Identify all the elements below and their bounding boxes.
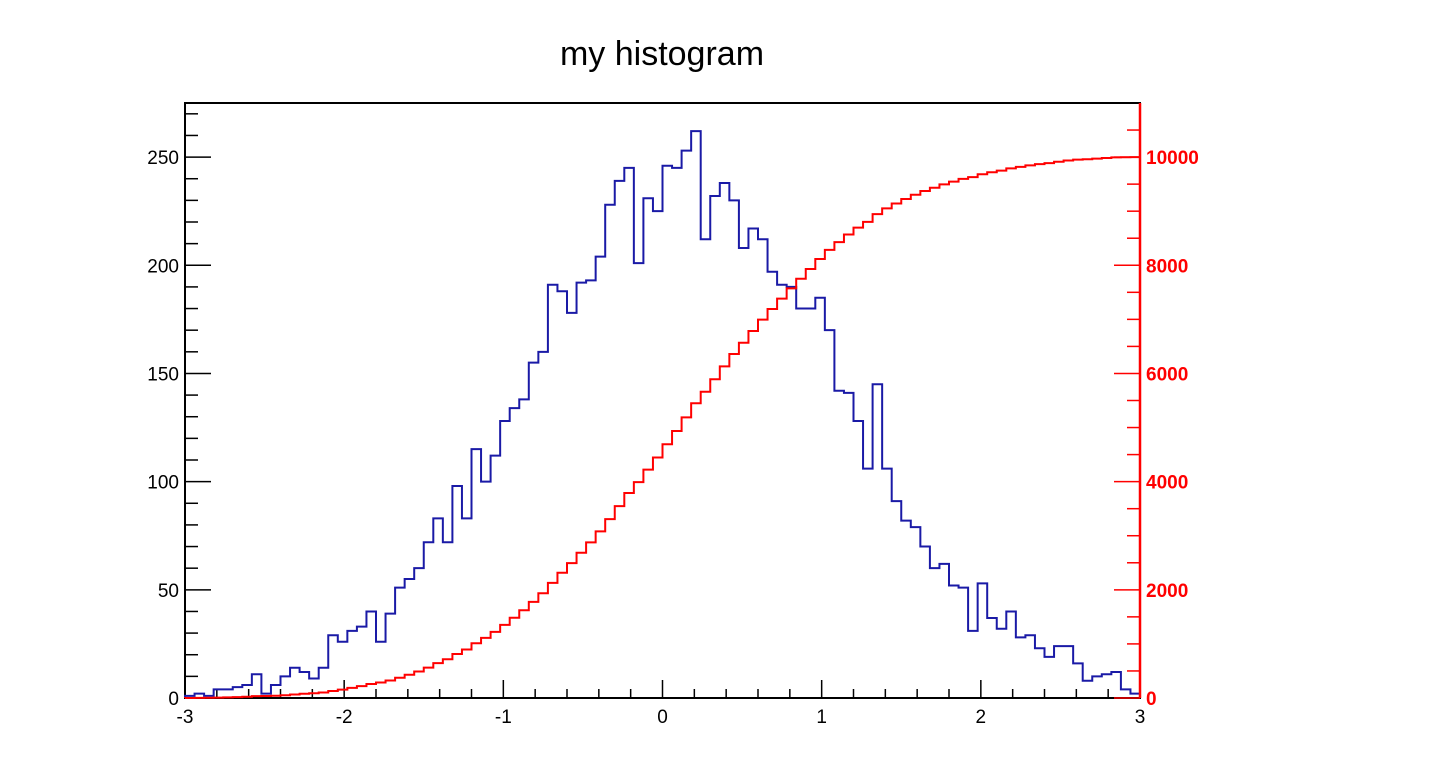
bottom-tick-label: -2	[336, 707, 353, 728]
series-group	[184, 130, 1140, 699]
right-tick-label: 0	[1146, 689, 1157, 710]
right-axis-labels: 0 2000 4000 6000 8000 10000	[1146, 148, 1199, 710]
bottom-tick-label: 1	[816, 707, 827, 728]
bottom-tick-label: 0	[657, 707, 668, 728]
bottom-tick-label: 2	[976, 707, 987, 728]
left-tick-label: 0	[168, 689, 179, 710]
bottom-tick-label: -3	[177, 707, 194, 728]
right-axis	[1114, 103, 1142, 699]
bottom-axis-ticks	[184, 680, 1141, 698]
histogram-series-line	[184, 130, 1140, 698]
left-tick-label: 250	[147, 148, 179, 169]
chart-title: my histogram	[560, 35, 764, 73]
left-axis-ticks	[185, 113, 211, 699]
right-tick-label: 2000	[1146, 581, 1188, 602]
left-axis-labels: 0 50 100 150 200 250	[147, 148, 179, 710]
right-tick-label: 6000	[1146, 364, 1188, 385]
right-tick-label: 10000	[1146, 148, 1199, 169]
cumulative-series-line	[184, 156, 1140, 699]
left-tick-label: 150	[147, 364, 179, 385]
left-tick-label: 200	[147, 256, 179, 277]
bottom-axis-labels: -3 -2 -1 0 1 2 3	[177, 707, 1146, 728]
left-tick-label: 50	[158, 581, 179, 602]
right-tick-label: 4000	[1146, 473, 1188, 494]
left-tick-label: 100	[147, 473, 179, 494]
right-tick-label: 8000	[1146, 256, 1188, 277]
bottom-tick-label: -1	[495, 707, 512, 728]
bottom-tick-label: 3	[1135, 707, 1146, 728]
